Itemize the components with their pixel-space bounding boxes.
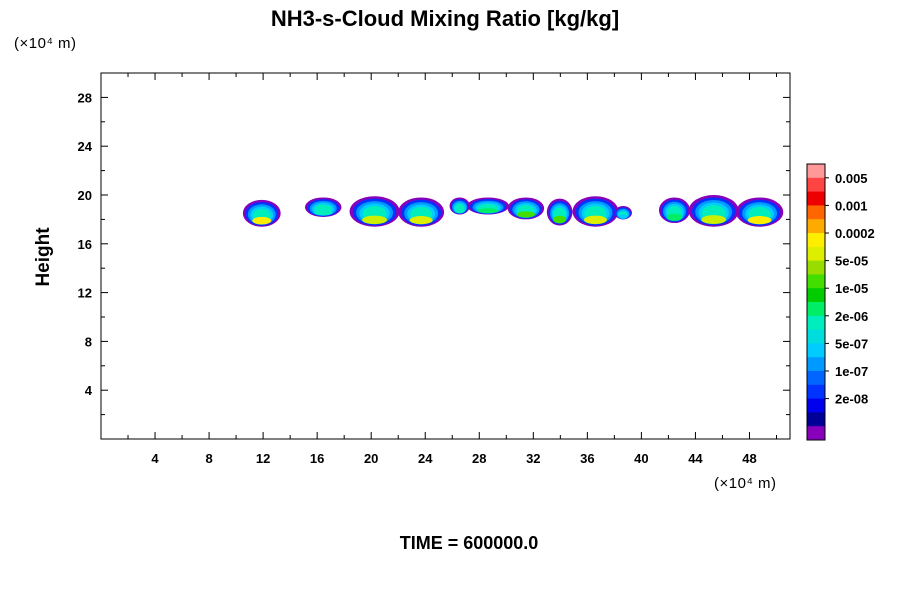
x-tick-label: 24 — [418, 451, 433, 466]
y-units-label: (×10⁴ m) — [14, 35, 77, 52]
cloud-cell — [658, 197, 691, 224]
cloud-cell — [398, 197, 445, 227]
colorbar-swatch — [807, 412, 825, 427]
colorbar-swatch — [807, 384, 825, 400]
cloud-cell — [242, 199, 281, 227]
colorbar-label: 2e-08 — [835, 392, 868, 407]
colorbar-swatch — [807, 357, 825, 372]
colorbar-label: 2e-06 — [835, 309, 868, 324]
chart-title: NH3-s-Cloud Mixing Ratio [kg/kg] — [271, 6, 619, 31]
x-tick-label: 8 — [205, 451, 212, 466]
cloud-cell — [572, 196, 619, 227]
colorbar-swatch — [807, 398, 825, 413]
cloud-core — [362, 215, 388, 225]
x-tick-label: 48 — [742, 451, 756, 466]
time-label: TIME = 600000.0 — [400, 533, 539, 553]
colorbar-swatch — [807, 302, 825, 317]
cloud-core — [454, 208, 465, 214]
cloud-core — [583, 215, 607, 225]
x-axis: 4 8 12 16 20 24 28 32 36 40 44 48 — [127, 73, 777, 466]
colorbar-label: 0.005 — [835, 171, 868, 186]
colorbar-swatch — [807, 315, 825, 331]
cloud-cell — [614, 205, 632, 220]
cloud-core — [516, 211, 536, 218]
cloud-core — [747, 216, 772, 225]
colorbar-label: 0.001 — [835, 198, 868, 213]
cloud-core — [701, 215, 727, 225]
colorbar-swatch — [807, 191, 825, 206]
colorbar-label: 5e-05 — [835, 254, 868, 269]
y-tick-label: 28 — [78, 90, 92, 105]
cloud-cell — [304, 197, 342, 217]
colorbar-swatch — [807, 274, 825, 289]
cloud-core — [618, 214, 628, 219]
x-tick-label: 44 — [688, 451, 703, 466]
colorbar-swatch — [807, 260, 825, 275]
colorbar-swatch — [807, 288, 825, 303]
colorbar-label: 5e-07 — [835, 336, 868, 351]
y-tick-label: 24 — [78, 139, 93, 154]
y-tick-label: 20 — [78, 188, 92, 203]
plot-frame — [100, 72, 791, 440]
cloud-core — [314, 209, 333, 216]
x-tick-label: 36 — [580, 451, 594, 466]
x-tick-label: 12 — [256, 451, 270, 466]
x-tick-label: 28 — [472, 451, 486, 466]
colorbar-swatch — [807, 246, 825, 262]
colorbar-swatch — [807, 205, 825, 220]
colorbar-swatch — [807, 329, 825, 344]
colorbar-label: 1e-07 — [835, 364, 868, 379]
colorbar-swatch — [807, 177, 825, 193]
y-tick-label: 16 — [78, 237, 92, 252]
y-tick-label: 4 — [85, 383, 93, 398]
y-tick-label: 12 — [78, 286, 92, 301]
cloud-cell — [735, 197, 784, 227]
cloud-core — [666, 213, 683, 221]
plot-area — [242, 195, 784, 227]
x-tick-label: 32 — [526, 451, 540, 466]
cloud-cell — [688, 195, 739, 227]
cloud-cell — [546, 198, 573, 226]
x-tick-label: 16 — [310, 451, 324, 466]
colorbar: 0.005 0.001 0.0002 5e-05 1e-05 2e-06 5e-07 1e-0… — [806, 163, 875, 441]
colorbar-label: 1e-05 — [835, 281, 868, 296]
x-tick-label: 4 — [151, 451, 159, 466]
x-tick-label: 40 — [634, 451, 648, 466]
cloud-core — [252, 216, 272, 225]
colorbar-swatch — [807, 426, 825, 441]
colorbar-swatch — [807, 371, 825, 386]
x-tick-label: 20 — [364, 451, 378, 466]
y-tick-label: 8 — [85, 334, 92, 349]
y-axis-label: Height — [33, 227, 54, 287]
colorbar-frame — [806, 163, 826, 441]
colorbar-swatch — [807, 233, 825, 248]
cloud-cell — [507, 197, 545, 220]
cloud-cell — [349, 196, 400, 227]
colorbar-label: 0.0002 — [835, 226, 875, 241]
cloud-cell — [449, 197, 470, 215]
cloud-cell — [467, 197, 509, 215]
colorbar-swatch — [807, 164, 825, 179]
y-axis: 4 8 12 16 20 24 28 — [78, 90, 790, 416]
x-units-label: (×10⁴ m) — [714, 475, 777, 492]
cloud-core — [409, 216, 433, 225]
cloud-core — [553, 215, 567, 224]
cloud-core — [477, 208, 499, 214]
colorbar-swatch — [807, 219, 825, 234]
colorbar-swatch — [807, 343, 825, 358]
